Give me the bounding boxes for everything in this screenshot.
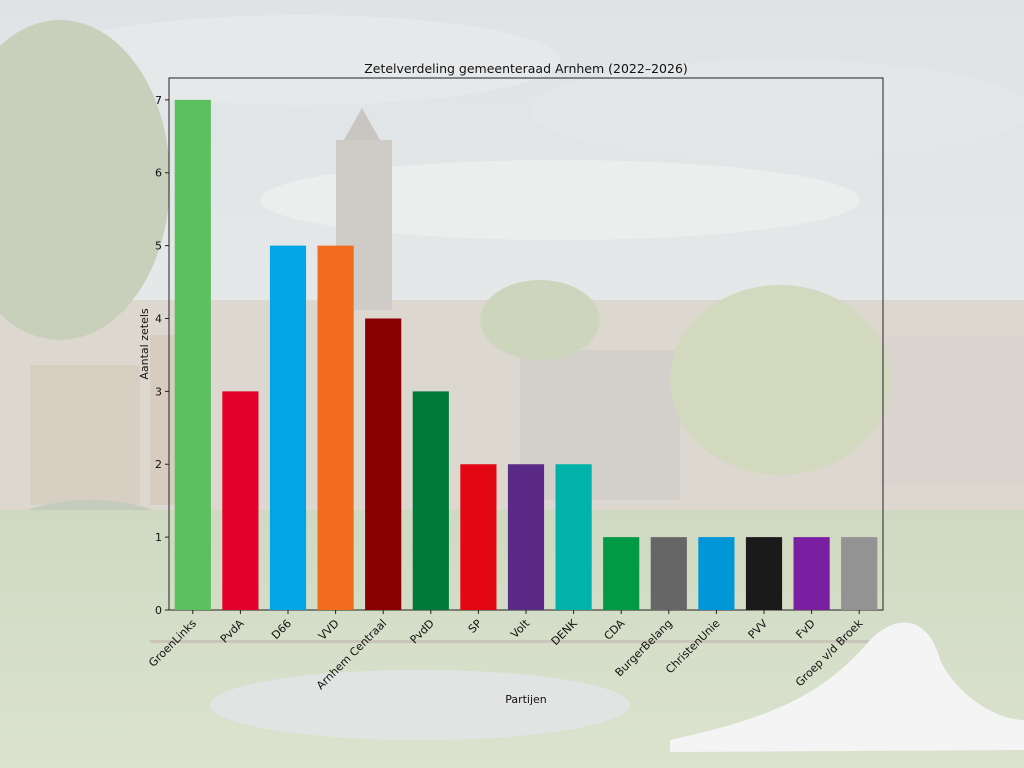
x-axis-label: Partijen [505, 693, 547, 706]
bar-sp [460, 464, 497, 610]
y-tick-label: 2 [155, 458, 162, 471]
bar-pvv [745, 537, 783, 610]
chart-title: Zetelverdeling gemeenteraad Arnhem (2022… [364, 61, 688, 76]
x-tick-label: PvdA [218, 617, 247, 646]
bar-groep-v-d-broek [841, 537, 878, 610]
bar-volt [507, 464, 545, 610]
x-tick-label: VVD [316, 617, 342, 643]
bar-pvdd [412, 391, 449, 610]
bar-fvd [793, 537, 830, 610]
bar-groenlinks [174, 99, 211, 611]
x-tick-label: GroenLinks [146, 617, 199, 670]
y-tick-label: 5 [155, 240, 162, 253]
bar-pvda [222, 391, 259, 610]
x-tick-label: PVV [746, 617, 771, 642]
bar-burgerbelang [650, 537, 687, 610]
bar-vvd [317, 245, 354, 610]
bar-d66 [269, 245, 307, 610]
y-tick-label: 1 [155, 531, 162, 544]
bar-series [174, 99, 878, 611]
y-tick-label: 7 [155, 94, 162, 107]
bar-arnhem-centraal [365, 318, 402, 610]
x-tick-label: Volt [508, 616, 532, 640]
bar-christenunie [698, 537, 735, 610]
bar-cda [603, 537, 640, 610]
x-tick-label: CDA [602, 617, 628, 643]
y-axis-label: Aantal zetels [138, 308, 151, 380]
y-tick-label: 3 [155, 385, 162, 398]
x-tick-label: FvD [793, 617, 817, 641]
x-tick-label: D66 [269, 617, 294, 642]
y-axis: 0 1 2 3 4 5 6 7 [155, 94, 169, 617]
y-tick-label: 0 [155, 604, 162, 617]
x-tick-label: SP [466, 617, 485, 636]
bar-denk [555, 464, 592, 610]
y-tick-label: 4 [155, 312, 162, 325]
x-tick-label: DENK [549, 616, 581, 648]
y-tick-label: 6 [155, 167, 162, 180]
x-tick-label: PvdD [407, 617, 436, 646]
